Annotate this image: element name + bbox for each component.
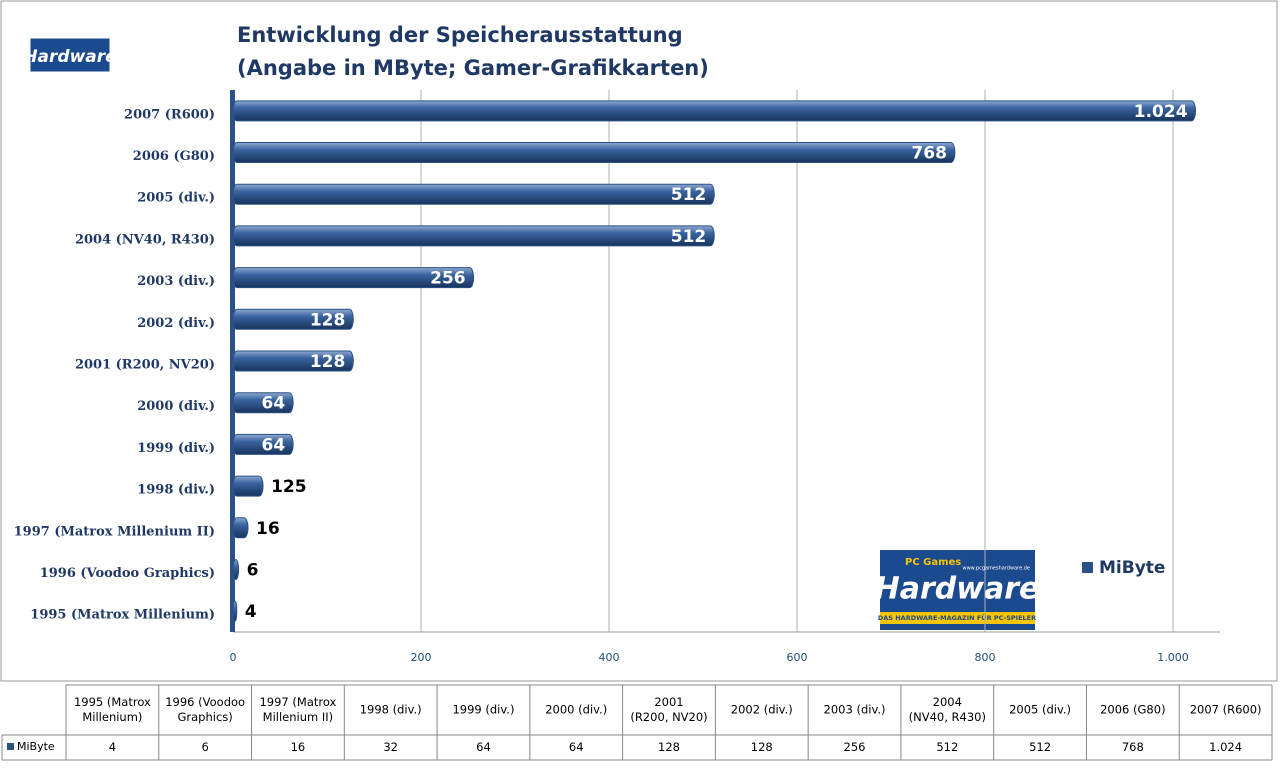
bar — [232, 558, 240, 580]
data-label: 64 — [261, 394, 285, 414]
table-cell: 64 — [569, 740, 584, 754]
bar — [232, 433, 294, 455]
data-label: 128 — [310, 310, 346, 330]
table-cell: 512 — [936, 740, 958, 754]
x-tick-label: 400 — [599, 651, 620, 664]
table-cell: 512 — [1029, 740, 1051, 754]
logo-small: Hardware — [23, 37, 117, 73]
logo-band — [880, 612, 1035, 624]
bar — [232, 100, 1197, 122]
data-label: 125 — [271, 477, 307, 497]
legend-label: MiByte — [1099, 558, 1165, 578]
logo-text: Hardware — [23, 47, 116, 67]
data-label: 64 — [261, 435, 285, 455]
table-cell: 64 — [476, 740, 491, 754]
table-cell: 32 — [383, 740, 398, 754]
x-tick-label: 600 — [787, 651, 808, 664]
table-row-label: MiByte — [17, 740, 55, 753]
data-label: 6 — [247, 560, 259, 580]
data-label: 256 — [430, 269, 466, 289]
logo-text: PC Games — [905, 557, 961, 568]
bar — [232, 225, 715, 247]
table-cell: 768 — [1122, 740, 1144, 754]
x-tick-label: 200 — [411, 651, 432, 664]
y-tick-label: 2002 (div.) — [137, 316, 215, 331]
data-label: 1.024 — [1134, 102, 1188, 122]
table-header: Graphics) — [178, 710, 233, 724]
table-cell: 6 — [201, 740, 208, 754]
table-header: 2001 — [654, 695, 683, 709]
table-cell: 256 — [844, 740, 866, 754]
bar — [232, 142, 956, 164]
bar — [232, 392, 294, 414]
x-tick-label: 1.000 — [1157, 651, 1189, 664]
table-header: (NV40, R430) — [909, 710, 986, 724]
logo-text: Hardware — [875, 572, 1040, 607]
y-tick-label: 1996 (Voodoo Graphics) — [40, 566, 215, 581]
x-tick-label: 800 — [975, 651, 996, 664]
table-cell: 1.024 — [1209, 740, 1242, 754]
y-tick-label: 2001 (R200, NV20) — [75, 358, 215, 373]
data-label: 768 — [911, 144, 947, 164]
bar — [232, 350, 354, 372]
data-label: 512 — [671, 227, 707, 247]
chart-title: (Angabe in MByte; Gamer-Grafikkarten) — [237, 56, 709, 80]
chart-title: Entwicklung der Speicherausstattung — [237, 23, 683, 47]
table-header: 2000 (div.) — [545, 703, 607, 717]
table-cell: 128 — [658, 740, 680, 754]
table-header: (R200, NV20) — [630, 710, 707, 724]
y-tick-label: 1997 (Matrox Millenium II) — [14, 524, 215, 539]
data-label: 4 — [245, 602, 257, 622]
data-label: 16 — [256, 519, 280, 539]
table-header: 1998 (div.) — [360, 703, 422, 717]
table-header: 2003 (div.) — [824, 703, 886, 717]
y-tick-label: 2007 (R600) — [124, 107, 215, 122]
y-tick-label: 2006 (G80) — [133, 149, 215, 164]
bar — [232, 308, 354, 330]
y-tick-label: 2000 (div.) — [137, 399, 215, 414]
bar — [232, 267, 475, 289]
bar — [232, 475, 264, 497]
table-header: 2004 — [933, 695, 962, 709]
table-header: 1995 (Matrox — [74, 695, 151, 709]
table-header: 1996 (Voodoo — [165, 695, 245, 709]
table-swatch — [7, 743, 14, 750]
logo-text: www.pcgameshardware.de — [963, 566, 1031, 572]
logo-text: DAS HARDWARE-MAGAZIN FÜR PC-SPIELER — [878, 613, 1036, 622]
y-tick-label: 2004 (NV40, R430) — [75, 232, 215, 247]
x-tick-label: 0 — [230, 651, 237, 664]
table-header: 2005 (div.) — [1009, 703, 1071, 717]
table-header: 2002 (div.) — [731, 703, 793, 717]
bar — [232, 183, 715, 205]
table-header: 2006 (G80) — [1100, 703, 1165, 717]
y-tick-label: 2005 (div.) — [137, 191, 215, 206]
table-header: 1999 (div.) — [452, 703, 514, 717]
logo-box — [29, 37, 111, 73]
table-cell: 4 — [109, 740, 116, 754]
logo-large: PC Games Hardware www.pcgameshardware.de… — [875, 550, 1040, 630]
y-tick-label: 1995 (Matrox Millenium) — [30, 608, 215, 623]
y-tick-label: 1999 (div.) — [137, 441, 215, 456]
table-cell: 16 — [291, 740, 306, 754]
bar — [232, 600, 238, 622]
data-label: 128 — [310, 352, 346, 372]
y-tick-label: 2003 (div.) — [137, 274, 215, 289]
table-header: 2007 (R600) — [1190, 703, 1262, 717]
table-cell: 128 — [751, 740, 773, 754]
legend-swatch — [1082, 562, 1093, 573]
table-header: 1997 (Matrox — [259, 695, 336, 709]
y-tick-label: 1998 (div.) — [137, 483, 215, 498]
table-header: Millenium II) — [263, 710, 333, 724]
data-label: 512 — [671, 185, 707, 205]
table-header: Millenium) — [82, 710, 142, 724]
bar — [232, 517, 249, 539]
